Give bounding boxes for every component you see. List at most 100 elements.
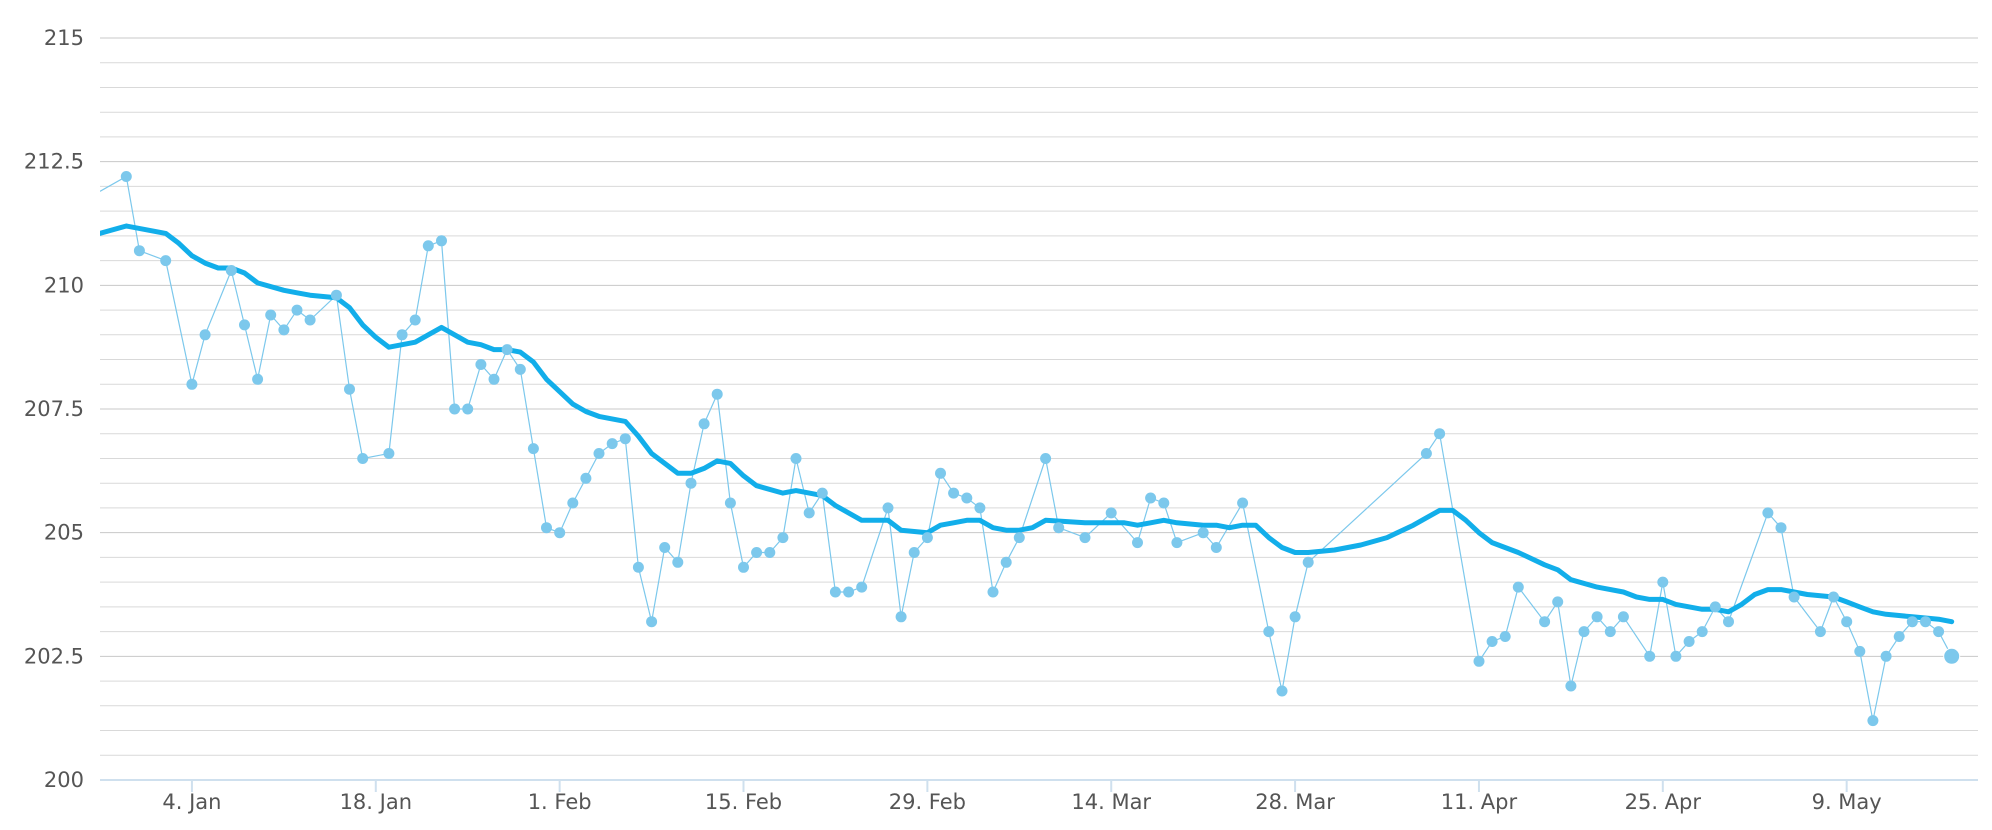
data-point[interactable] xyxy=(1893,631,1905,642)
data-point[interactable] xyxy=(1828,591,1839,603)
data-point[interactable] xyxy=(1145,492,1157,504)
data-point[interactable] xyxy=(790,453,802,464)
data-point[interactable] xyxy=(646,616,658,628)
data-point[interactable] xyxy=(1420,448,1432,459)
data-point[interactable] xyxy=(449,403,461,415)
data-point[interactable] xyxy=(1079,532,1091,544)
data-point[interactable] xyxy=(554,527,566,539)
data-point[interactable] xyxy=(1709,601,1721,613)
data-point[interactable] xyxy=(133,245,145,257)
data-point[interactable] xyxy=(1683,636,1695,647)
data-point[interactable] xyxy=(304,314,316,326)
data-point[interactable] xyxy=(606,438,618,450)
data-point[interactable] xyxy=(659,542,671,553)
data-point[interactable] xyxy=(1723,616,1734,628)
data-point[interactable] xyxy=(856,581,868,593)
data-point[interactable] xyxy=(1302,556,1314,568)
data-point[interactable] xyxy=(1591,611,1603,623)
data-point[interactable] xyxy=(1289,611,1301,623)
data-point[interactable] xyxy=(1237,497,1249,509)
data-point[interactable] xyxy=(475,359,487,370)
data-point[interactable] xyxy=(948,487,960,499)
data-point[interactable] xyxy=(882,502,894,514)
data-point[interactable] xyxy=(632,561,644,573)
data-point[interactable] xyxy=(1552,596,1564,608)
data-point[interactable] xyxy=(567,497,579,509)
data-point[interactable] xyxy=(409,314,421,326)
data-point[interactable] xyxy=(1578,626,1590,638)
data-point[interactable] xyxy=(239,319,250,331)
data-point[interactable] xyxy=(1486,636,1498,647)
data-point[interactable] xyxy=(1434,428,1446,440)
data-point[interactable] xyxy=(843,586,855,598)
data-point[interactable] xyxy=(422,240,434,252)
data-point[interactable] xyxy=(816,487,828,499)
data-point[interactable] xyxy=(1788,591,1800,603)
data-point[interactable] xyxy=(1762,507,1774,519)
data-point[interactable] xyxy=(1132,537,1143,549)
data-point[interactable] xyxy=(908,547,920,558)
data-point[interactable] xyxy=(1920,616,1931,628)
data-point[interactable] xyxy=(330,289,342,301)
data-point[interactable] xyxy=(580,472,592,484)
data-point[interactable] xyxy=(396,329,408,341)
data-point[interactable] xyxy=(1906,616,1918,628)
data-point[interactable] xyxy=(527,443,539,455)
data-point[interactable] xyxy=(120,171,132,182)
data-point[interactable] xyxy=(987,586,999,598)
data-point[interactable] xyxy=(1854,645,1866,657)
data-point[interactable] xyxy=(1814,626,1826,638)
data-point[interactable] xyxy=(1644,650,1656,662)
data-point[interactable] xyxy=(895,611,907,623)
data-point[interactable] xyxy=(593,448,605,459)
data-point[interactable] xyxy=(803,507,815,519)
data-point[interactable] xyxy=(1000,556,1012,568)
data-point[interactable] xyxy=(1867,715,1879,727)
data-point[interactable] xyxy=(265,309,277,321)
data-point[interactable] xyxy=(436,235,447,247)
data-point[interactable] xyxy=(1657,576,1669,588)
data-point[interactable] xyxy=(685,477,697,489)
latest-point[interactable] xyxy=(1943,647,1961,665)
data-point[interactable] xyxy=(738,561,749,573)
data-point[interactable] xyxy=(961,492,973,504)
data-point[interactable] xyxy=(1053,522,1065,534)
data-point[interactable] xyxy=(1499,631,1511,642)
data-point[interactable] xyxy=(501,344,513,356)
data-point[interactable] xyxy=(921,532,933,544)
data-point[interactable] xyxy=(974,502,986,514)
data-point[interactable] xyxy=(186,378,198,390)
data-point[interactable] xyxy=(160,255,172,267)
data-point[interactable] xyxy=(462,403,474,415)
data-point[interactable] xyxy=(1040,453,1052,464)
data-point[interactable] xyxy=(698,418,710,430)
data-point[interactable] xyxy=(488,373,500,385)
data-point[interactable] xyxy=(1158,497,1170,509)
data-point[interactable] xyxy=(291,304,303,316)
data-point[interactable] xyxy=(1670,650,1682,662)
data-point[interactable] xyxy=(1539,616,1551,628)
data-point[interactable] xyxy=(724,497,736,509)
data-point[interactable] xyxy=(199,329,211,341)
data-point[interactable] xyxy=(383,448,395,459)
data-point[interactable] xyxy=(1171,537,1183,549)
data-point[interactable] xyxy=(711,388,723,400)
data-point[interactable] xyxy=(672,556,684,568)
data-point[interactable] xyxy=(751,547,763,558)
data-point[interactable] xyxy=(1210,542,1222,553)
data-point[interactable] xyxy=(1604,626,1616,638)
data-point[interactable] xyxy=(1933,626,1945,638)
data-point[interactable] xyxy=(1013,532,1025,544)
data-point[interactable] xyxy=(1880,650,1892,662)
data-point[interactable] xyxy=(1276,685,1288,697)
data-point[interactable] xyxy=(1197,527,1209,539)
data-point[interactable] xyxy=(777,532,789,544)
data-point[interactable] xyxy=(935,467,946,479)
data-point[interactable] xyxy=(344,383,355,395)
data-point[interactable] xyxy=(1617,611,1629,623)
data-point[interactable] xyxy=(1105,507,1117,519)
data-point[interactable] xyxy=(514,363,526,375)
data-point[interactable] xyxy=(1473,655,1485,667)
data-point[interactable] xyxy=(541,522,552,534)
data-point[interactable] xyxy=(357,453,369,464)
